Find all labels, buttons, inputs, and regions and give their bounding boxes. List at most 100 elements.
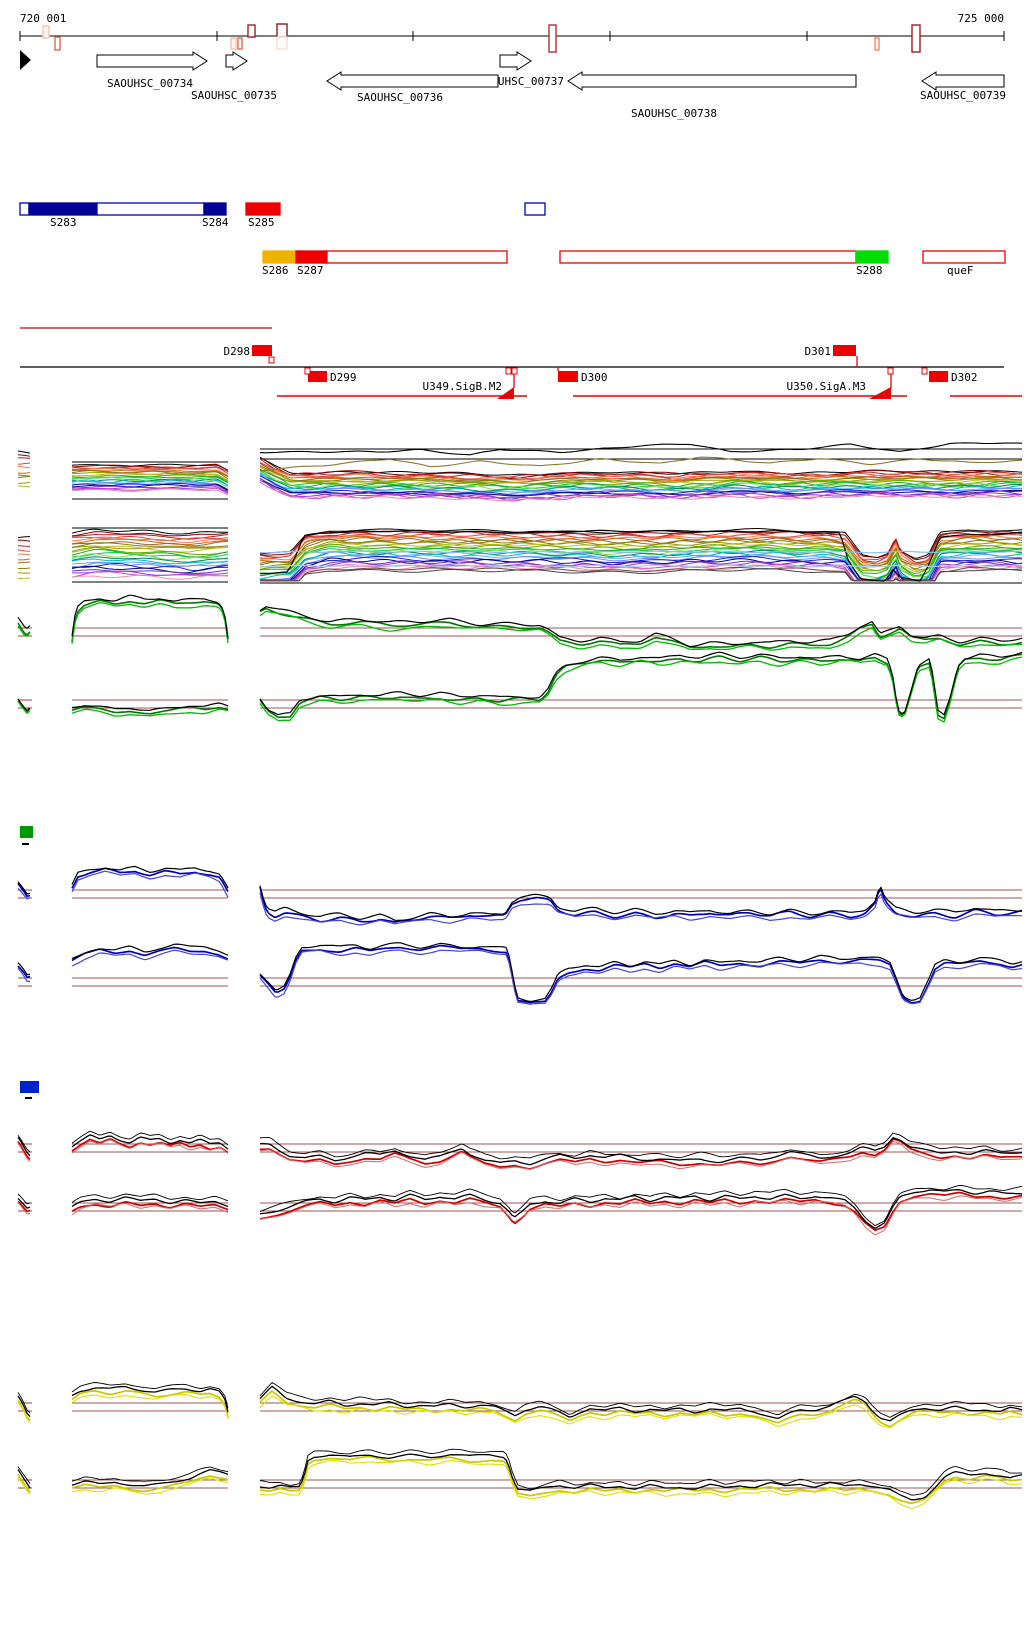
svg-text:SAOUHSC_00739: SAOUHSC_00739 <box>920 89 1006 102</box>
condition-curve <box>71 531 229 537</box>
condition-curve <box>17 545 31 547</box>
profile-curve <box>17 1392 31 1414</box>
tss-open-square <box>505 367 512 375</box>
profile-curve <box>17 1197 31 1209</box>
variant-marker <box>276 23 288 38</box>
tss-box <box>929 371 948 382</box>
condition-curve <box>71 574 229 580</box>
condition-curve <box>72 476 229 484</box>
condition-curve <box>260 566 1023 582</box>
condition-curve <box>17 457 31 459</box>
profile-curve <box>71 1193 229 1203</box>
tss-track: D298 D299 D300 D301 D302 U349.SigB.M2 U350.Sig… <box>20 345 1004 399</box>
expression-panel-all-conditions <box>17 442 1023 584</box>
profile-curve <box>71 949 229 967</box>
profile-curve <box>17 967 30 982</box>
profile-curve <box>17 1401 31 1423</box>
svg-text:D299: D299 <box>330 371 357 384</box>
condition-curve <box>71 560 229 567</box>
condition-curve <box>259 530 1023 564</box>
variant-marker <box>42 25 50 39</box>
profile-curve <box>259 606 1023 648</box>
condition-curve <box>259 533 1023 565</box>
segment <box>855 250 889 264</box>
svg-text:U349.SigB.M2: U349.SigB.M2 <box>423 380 502 393</box>
variant-marker <box>276 36 288 50</box>
profile-curve <box>71 1139 229 1154</box>
terminator-wedge <box>869 387 891 399</box>
condition-curve <box>17 472 31 474</box>
segment <box>262 250 297 264</box>
svg-text:SAOUHSC_00737: SAOUHSC_00737 <box>478 75 564 88</box>
profile-curve <box>71 1475 229 1493</box>
svg-text:SAOUHSC_00735: SAOUHSC_00735 <box>191 89 277 102</box>
svg-text:S285: S285 <box>248 216 275 229</box>
profile-curve <box>17 700 31 714</box>
profile-curve <box>71 1393 229 1419</box>
profile-curve <box>71 1389 229 1418</box>
profile-curve <box>71 1134 229 1150</box>
variant-marker <box>247 24 256 38</box>
variant-marker <box>911 24 921 53</box>
tss-box <box>833 345 856 356</box>
tss-open-square <box>921 367 928 375</box>
legend-swatch-blue-square <box>20 1081 39 1093</box>
profile-curve <box>17 1135 31 1153</box>
variant-marker <box>230 37 237 50</box>
svg-text:D298: D298 <box>224 345 251 358</box>
profile-curve <box>71 1382 229 1409</box>
svg-text:S287: S287 <box>297 264 324 277</box>
variant-marker <box>237 37 243 50</box>
condition-curve <box>71 470 229 480</box>
profile-curve <box>71 594 229 639</box>
legend-swatch-green-square <box>20 826 33 838</box>
profile-curve <box>259 564 1022 568</box>
expression-panel-green <box>17 594 1023 723</box>
segment <box>326 250 508 264</box>
condition-curve <box>259 478 1022 497</box>
profile-curve <box>17 965 31 979</box>
profile-curve <box>259 607 1023 649</box>
condition-curve <box>17 450 31 454</box>
ruler-end-coordinate: 725 000 <box>957 12 1004 25</box>
condition-curve <box>71 553 229 561</box>
variant-marker <box>874 37 880 51</box>
profile-curve <box>259 1395 1023 1429</box>
condition-curve <box>17 485 31 488</box>
condition-curve <box>17 549 31 552</box>
profile-curve <box>17 1142 31 1162</box>
profile-curve <box>259 892 1022 926</box>
gene-arrow <box>326 71 499 91</box>
condition-curve <box>17 536 31 539</box>
condition-curve <box>71 542 229 548</box>
profile-curve <box>259 442 1023 456</box>
condition-curve <box>17 567 31 570</box>
profile-curve <box>259 1459 1023 1509</box>
profile-curve <box>260 529 1023 582</box>
profile-curve <box>71 1196 229 1208</box>
tss-box <box>558 371 578 382</box>
profile-curve <box>71 1200 229 1212</box>
profile-curve <box>17 882 31 898</box>
profile-curve <box>17 622 31 636</box>
profile-curve <box>259 1448 1023 1496</box>
segments-row-2: S286 S287 S288 queF <box>262 250 1006 277</box>
condition-curve <box>71 540 229 547</box>
profile-curve <box>259 1137 1023 1166</box>
svg-text:SAOUHSC_00738: SAOUHSC_00738 <box>631 107 717 120</box>
legend-swatch-blue <box>20 1081 39 1099</box>
profile-curve <box>71 943 229 960</box>
profile-curve <box>259 1453 1023 1501</box>
profile-curve <box>17 1477 31 1495</box>
condition-curve <box>71 486 229 494</box>
profile-curve <box>17 1193 31 1205</box>
svg-text:SAOUHSC_00736: SAOUHSC_00736 <box>357 91 443 104</box>
condition-curve <box>17 454 31 457</box>
profile-curve <box>259 1385 1023 1422</box>
expression-panel-blue <box>17 865 1023 1005</box>
segment <box>96 202 205 216</box>
profile-curve <box>17 962 31 976</box>
legend-swatch-green <box>20 826 33 845</box>
